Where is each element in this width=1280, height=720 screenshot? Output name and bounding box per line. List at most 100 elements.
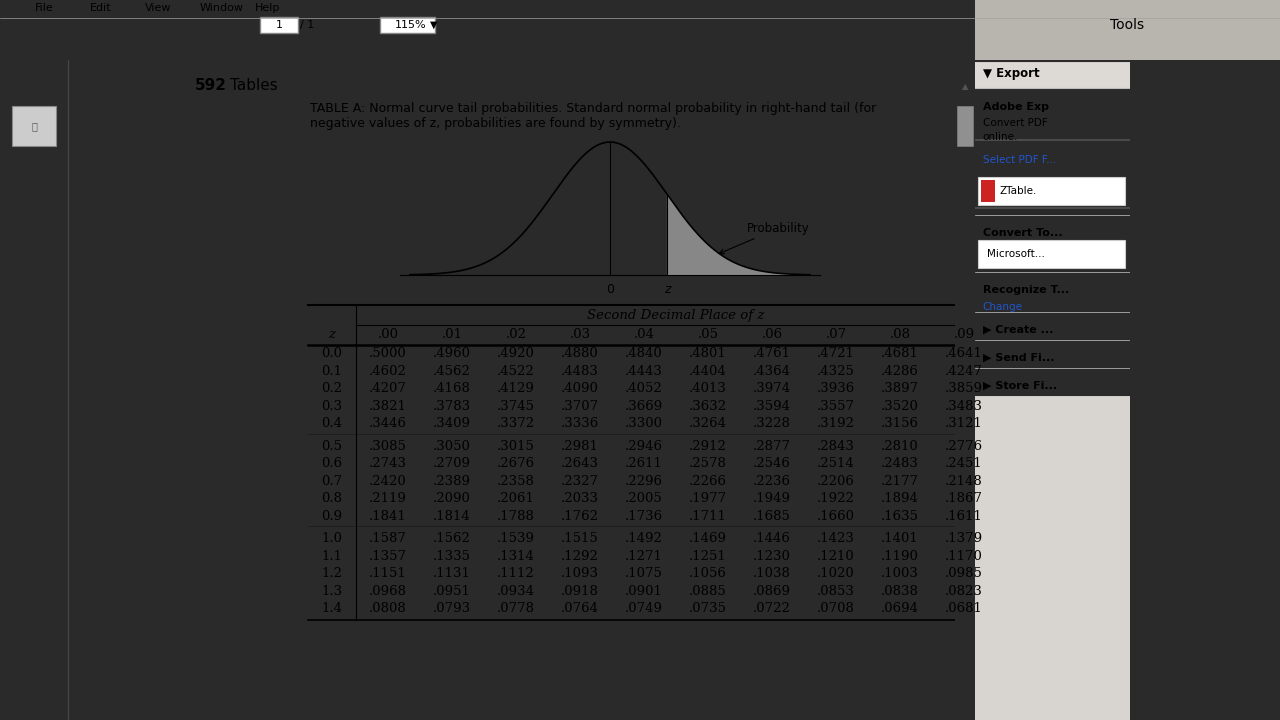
Text: .2296: .2296 xyxy=(625,474,663,487)
Text: .05: .05 xyxy=(698,328,718,341)
Text: .4247: .4247 xyxy=(945,365,983,378)
Text: .0681: .0681 xyxy=(945,602,983,616)
Text: .1170: .1170 xyxy=(945,550,983,563)
Text: 0.8: 0.8 xyxy=(321,492,343,505)
Text: .3707: .3707 xyxy=(561,400,599,413)
Text: .3446: .3446 xyxy=(369,418,407,431)
Text: .09: .09 xyxy=(954,328,974,341)
Text: TABLE A: Normal curve tail probabilities. Standard normal probability in right-h: TABLE A: Normal curve tail probabilities… xyxy=(310,102,877,115)
Text: Window: Window xyxy=(200,3,244,13)
Text: .2877: .2877 xyxy=(753,440,791,453)
Bar xyxy=(975,0,1280,60)
Text: .1271: .1271 xyxy=(625,550,663,563)
Bar xyxy=(982,180,996,202)
Text: .00: .00 xyxy=(378,328,398,341)
Text: .1112: .1112 xyxy=(497,567,535,580)
Text: .1587: .1587 xyxy=(369,532,407,545)
Text: .0793: .0793 xyxy=(433,602,471,616)
Text: .1515: .1515 xyxy=(561,532,599,545)
Text: .2327: .2327 xyxy=(561,474,599,487)
Text: .5000: .5000 xyxy=(369,347,407,360)
Text: .1357: .1357 xyxy=(369,550,407,563)
Text: Convert To...: Convert To... xyxy=(983,228,1062,238)
Text: .4364: .4364 xyxy=(753,365,791,378)
Text: z: z xyxy=(329,328,335,341)
Text: .3336: .3336 xyxy=(561,418,599,431)
Text: online.: online. xyxy=(983,132,1018,142)
Text: 592: 592 xyxy=(195,78,227,93)
Text: .1814: .1814 xyxy=(433,510,471,523)
Text: ▶ Store Fi...: ▶ Store Fi... xyxy=(983,381,1057,391)
Bar xyxy=(260,17,298,33)
Text: .1841: .1841 xyxy=(369,510,407,523)
Text: Adobe Exp: Adobe Exp xyxy=(983,102,1048,112)
Text: .3300: .3300 xyxy=(625,418,663,431)
Text: .3936: .3936 xyxy=(817,382,855,395)
Text: .0918: .0918 xyxy=(561,585,599,598)
Text: .2483: .2483 xyxy=(881,457,919,470)
Text: .4920: .4920 xyxy=(497,347,535,360)
Bar xyxy=(978,177,1125,205)
Text: .2843: .2843 xyxy=(817,440,855,453)
Text: .3783: .3783 xyxy=(433,400,471,413)
Text: .1492: .1492 xyxy=(625,532,663,545)
Text: ▼: ▼ xyxy=(430,20,438,30)
Text: 1.4: 1.4 xyxy=(321,602,343,616)
Text: .1210: .1210 xyxy=(817,550,855,563)
Text: .1314: .1314 xyxy=(497,550,535,563)
Text: .2148: .2148 xyxy=(945,474,983,487)
Text: .0853: .0853 xyxy=(817,585,855,598)
Text: .4052: .4052 xyxy=(625,382,663,395)
Bar xyxy=(975,396,1130,720)
Text: .4801: .4801 xyxy=(689,347,727,360)
Bar xyxy=(12,107,56,145)
Text: .1151: .1151 xyxy=(369,567,407,580)
Text: .2981: .2981 xyxy=(561,440,599,453)
Text: .2946: .2946 xyxy=(625,440,663,453)
Text: .1093: .1093 xyxy=(561,567,599,580)
Text: .1788: .1788 xyxy=(497,510,535,523)
Text: .01: .01 xyxy=(442,328,462,341)
Text: .4443: .4443 xyxy=(625,365,663,378)
Text: .1020: .1020 xyxy=(817,567,855,580)
Text: .3669: .3669 xyxy=(625,400,663,413)
Bar xyxy=(978,240,1125,268)
Text: ▶ Create ...: ▶ Create ... xyxy=(983,325,1053,335)
Text: .2743: .2743 xyxy=(369,457,407,470)
Text: .2236: .2236 xyxy=(753,474,791,487)
Text: .0885: .0885 xyxy=(689,585,727,598)
Text: .3264: .3264 xyxy=(689,418,727,431)
Text: .2266: .2266 xyxy=(689,474,727,487)
Text: .1660: .1660 xyxy=(817,510,855,523)
Text: .0951: .0951 xyxy=(433,585,471,598)
Text: .4168: .4168 xyxy=(433,382,471,395)
Text: .4681: .4681 xyxy=(881,347,919,360)
Text: .2177: .2177 xyxy=(881,474,919,487)
Text: .2119: .2119 xyxy=(369,492,407,505)
Text: 1.0: 1.0 xyxy=(321,532,343,545)
Text: ▲: ▲ xyxy=(961,82,968,91)
Text: .3015: .3015 xyxy=(497,440,535,453)
Text: .4404: .4404 xyxy=(689,365,727,378)
Text: 0.4: 0.4 xyxy=(321,418,343,431)
Text: .02: .02 xyxy=(506,328,526,341)
Text: 0.2: 0.2 xyxy=(321,382,343,395)
Text: 1.3: 1.3 xyxy=(321,585,343,598)
Text: .4880: .4880 xyxy=(561,347,599,360)
Text: 0.3: 0.3 xyxy=(321,400,343,413)
Text: .2389: .2389 xyxy=(433,474,471,487)
Text: Convert PDF: Convert PDF xyxy=(983,118,1047,128)
Text: z: z xyxy=(664,283,671,296)
Text: .1190: .1190 xyxy=(881,550,919,563)
Text: .3050: .3050 xyxy=(433,440,471,453)
Text: .2451: .2451 xyxy=(945,457,983,470)
Text: .3974: .3974 xyxy=(753,382,791,395)
Text: Tables: Tables xyxy=(230,78,278,93)
Text: .0968: .0968 xyxy=(369,585,407,598)
Text: .2358: .2358 xyxy=(497,474,535,487)
Text: .3821: .3821 xyxy=(369,400,407,413)
Text: ▼ Export: ▼ Export xyxy=(983,68,1039,81)
Text: 0.6: 0.6 xyxy=(321,457,343,470)
Text: .1711: .1711 xyxy=(689,510,727,523)
Text: .06: .06 xyxy=(762,328,782,341)
